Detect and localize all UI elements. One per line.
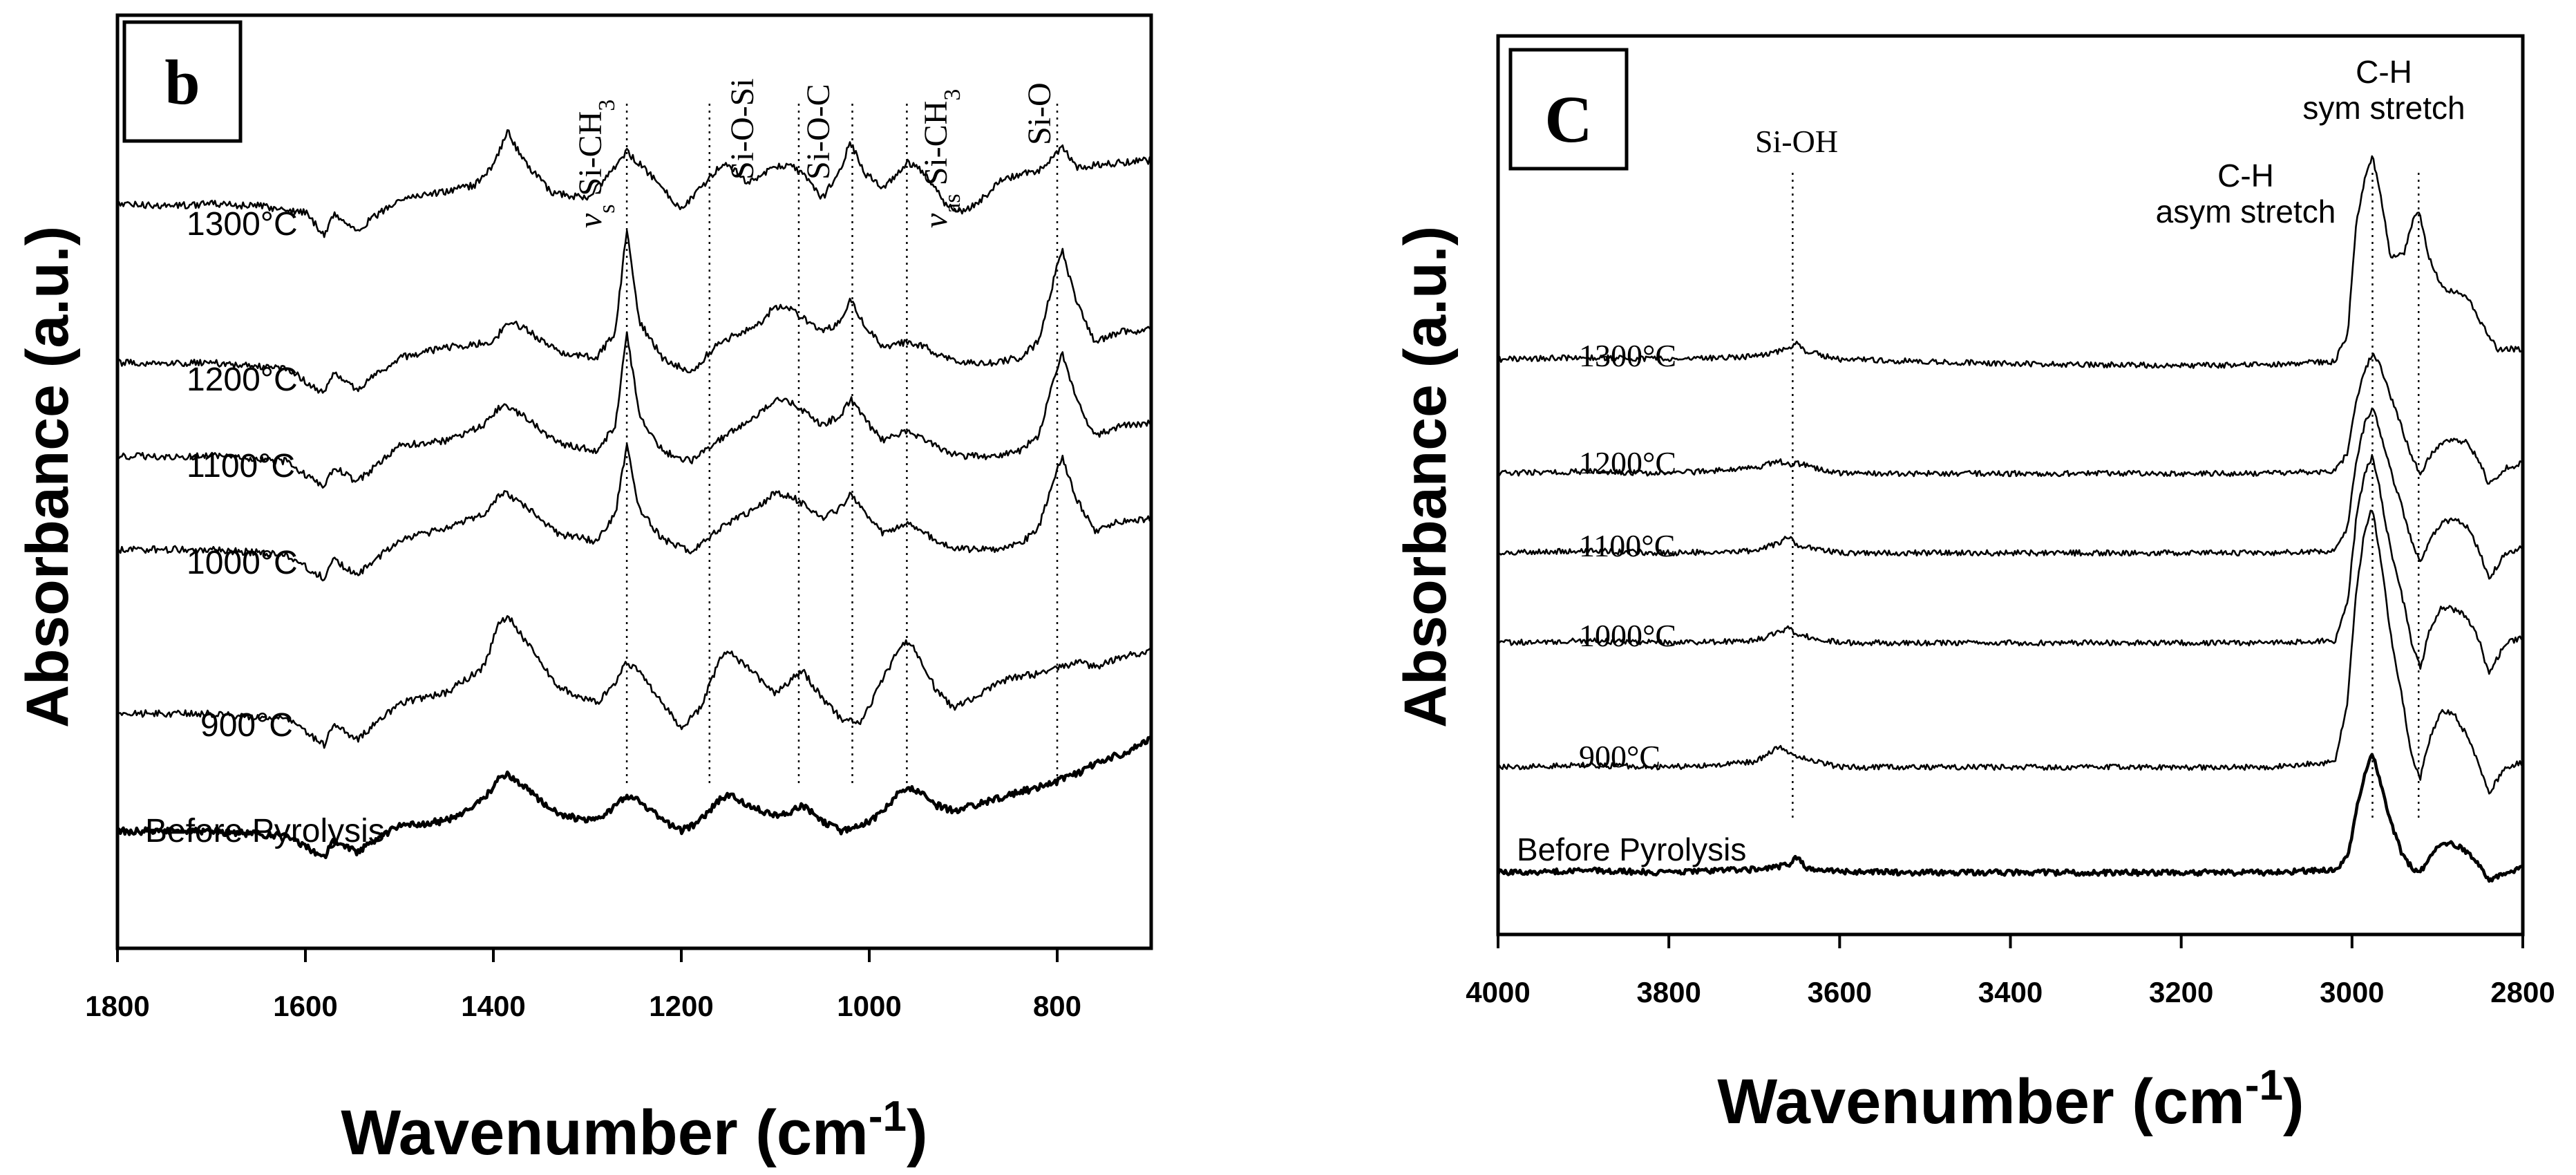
series-label-before-pyrolysis: Before Pyrolysis [1517, 831, 1746, 867]
x-tick-label: 800 [1033, 990, 1081, 1022]
panel-b-series: 1300°C 1200°C 1100°C 1000°C 900°C Before Pyro… [115, 129, 1153, 860]
x-tick-label: 1000 [837, 990, 901, 1022]
panel-c-series: 1300°C 1200°C 1100°C 1000°C 900°C Before Pyro… [1496, 155, 2524, 883]
series-line-1200c [116, 229, 1153, 394]
x-tick-label: 1200 [649, 990, 713, 1022]
reference-label: Si-O [1021, 82, 1058, 145]
panel-b-y-axis-label: Absorbance (a.u.) [15, 226, 81, 728]
reference-label: Si-OH [1755, 124, 1838, 159]
series-label-900c: 900°C [200, 707, 293, 744]
reference-label: asym stretch [2156, 194, 2336, 229]
panel-c-y-axis-label: Absorbance (a.u.) [1392, 226, 1459, 728]
series-line-1100c [1497, 407, 2524, 580]
panel-b-frame [115, 13, 1153, 950]
panel-c-x-axis-label: Wavenumber (cm-1) [1717, 1062, 2304, 1138]
series-line-1300c [116, 129, 1153, 238]
reference-label: νs Si-CH3 [572, 100, 620, 228]
panel-c-label-box: C [1508, 48, 1629, 171]
reference-label: sym stretch [2302, 90, 2465, 126]
panel-c-x-ticks: 4000 3800 3600 3400 3200 3000 2800 [1466, 934, 2555, 1008]
panel-b-label: b [164, 47, 200, 118]
x-tick-label: 4000 [1466, 976, 1530, 1008]
series-line-1100c [117, 331, 1152, 489]
series-label-900c: 900°C [1579, 739, 1660, 774]
reference-label: C-H [2356, 54, 2412, 90]
reference-label: Si-O-Si [724, 78, 761, 180]
series-line-1300c [1497, 155, 2523, 369]
panel-b: 1800 1600 1400 1200 1000 800 νs Si-CH3 Si-O-Si… [15, 13, 1153, 1169]
series-line-1000c [117, 443, 1152, 582]
panel-b-x-ticks: 1800 1600 1400 1200 1000 800 [85, 948, 1081, 1022]
reference-label: C-H [2217, 158, 2274, 194]
x-tick-label: 2800 [2490, 976, 2555, 1008]
panel-c: 4000 3800 3600 3400 3200 3000 2800 Si-OHC-Hasy… [1392, 34, 2555, 1138]
series-label-1000c: 1000°C [187, 545, 298, 581]
panel-c-label: C [1544, 82, 1592, 156]
x-tick-label: 1600 [273, 990, 337, 1022]
panel-b-x-axis-label: Wavenumber (cm-1) [341, 1093, 927, 1169]
series-label-1200c: 1200°C [1579, 445, 1676, 480]
series-line-before-pyrolysis [1496, 753, 2523, 883]
series-line-before-pyrolysis [115, 735, 1153, 860]
panel-b-reference-lines: νs Si-CH3 Si-O-Si Si-O-C νas Si-CH3 Si-O [572, 78, 1059, 788]
series-label-1000c: 1000°C [1579, 618, 1676, 653]
x-tick-label: 3600 [1808, 976, 1872, 1008]
series-line-900c [1497, 509, 2524, 795]
series-line-900c [116, 615, 1152, 749]
series-line-1000c [1497, 453, 2524, 675]
x-tick-label: 1400 [461, 990, 525, 1022]
series-label-before-pyrolysis: Before Pyrolysis [145, 813, 385, 849]
series-label-1300c: 1300°C [187, 206, 298, 243]
series-line-1200c [1497, 352, 2524, 485]
panel-c-frame [1496, 34, 2525, 937]
panel-b-label-box: b [122, 20, 243, 143]
series-label-1100c: 1100°C [1579, 528, 1675, 563]
series-label-1100c: 1100°C [187, 448, 295, 485]
x-tick-label: 3400 [1978, 976, 2043, 1008]
x-tick-label: 3200 [2149, 976, 2213, 1008]
x-tick-label: 1800 [85, 990, 149, 1022]
series-label-1200c: 1200°C [187, 361, 298, 398]
series-label-1300c: 1300°C [1579, 338, 1676, 373]
reference-label: νas Si-CH3 [918, 89, 965, 228]
x-tick-label: 3000 [2320, 976, 2384, 1008]
x-tick-label: 3800 [1636, 976, 1701, 1008]
reference-label: Si-O-C [800, 84, 837, 180]
